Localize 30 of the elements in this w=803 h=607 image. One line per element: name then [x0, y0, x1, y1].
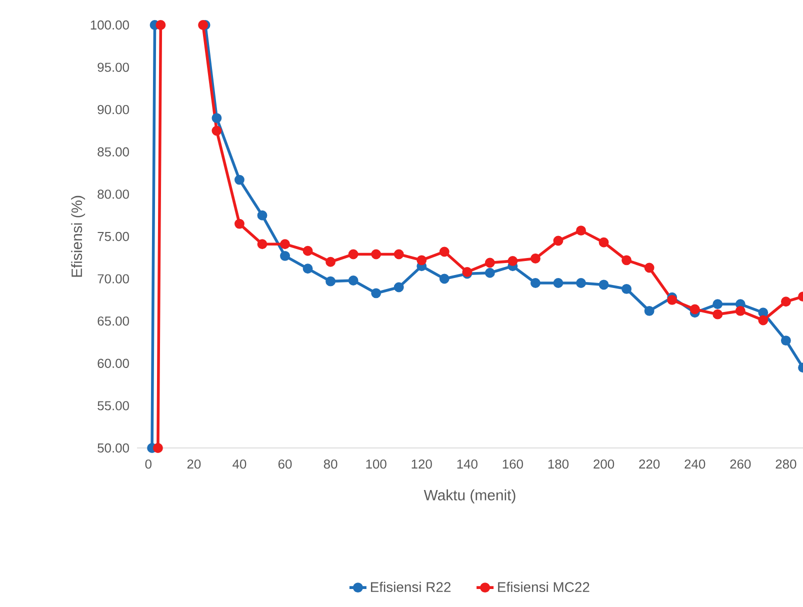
x-tick-label: 240	[684, 459, 706, 469]
y-tick-label: 70.00	[98, 274, 129, 284]
x-tick-label: 260	[730, 459, 751, 469]
x-tick-label: 200	[594, 459, 614, 469]
y-tick-label: 100.00	[90, 20, 129, 30]
legend-label: Efisiensi MC22	[498, 582, 590, 592]
x-axis-title: Waktu (menit)	[424, 489, 516, 504]
x-tick-label: 120	[412, 459, 432, 469]
x-tick-label: 0	[145, 459, 152, 469]
y-tick-label: 60.00	[98, 358, 129, 368]
y-tick-label: 90.00	[98, 105, 129, 114]
legend-label: Efisiensi R22	[370, 582, 451, 592]
y-tick-label: 75.00	[98, 232, 129, 242]
x-tick-label: 180	[548, 459, 569, 469]
y-tick-label: 80.00	[98, 190, 129, 199]
x-tick-label: 80	[324, 459, 338, 469]
y-axis-title: Efisiensi (%)	[71, 196, 86, 277]
x-tick-label: 100	[366, 459, 386, 469]
y-tick-label: 50.00	[98, 443, 129, 453]
x-tick-label: 160	[502, 459, 524, 469]
x-tick-label: 20	[187, 459, 201, 469]
y-tick-label: 65.00	[98, 316, 129, 326]
x-tick-label: 280	[776, 459, 796, 469]
y-tick-label: 85.00	[98, 147, 129, 156]
x-tick-label: 60	[278, 459, 292, 469]
y-tick-label: 55.00	[98, 401, 129, 410]
x-tick-label: 220	[639, 459, 660, 469]
x-tick-label: 40	[232, 459, 246, 469]
x-tick-label: 140	[457, 459, 478, 469]
y-tick-label: 95.00	[98, 62, 129, 72]
